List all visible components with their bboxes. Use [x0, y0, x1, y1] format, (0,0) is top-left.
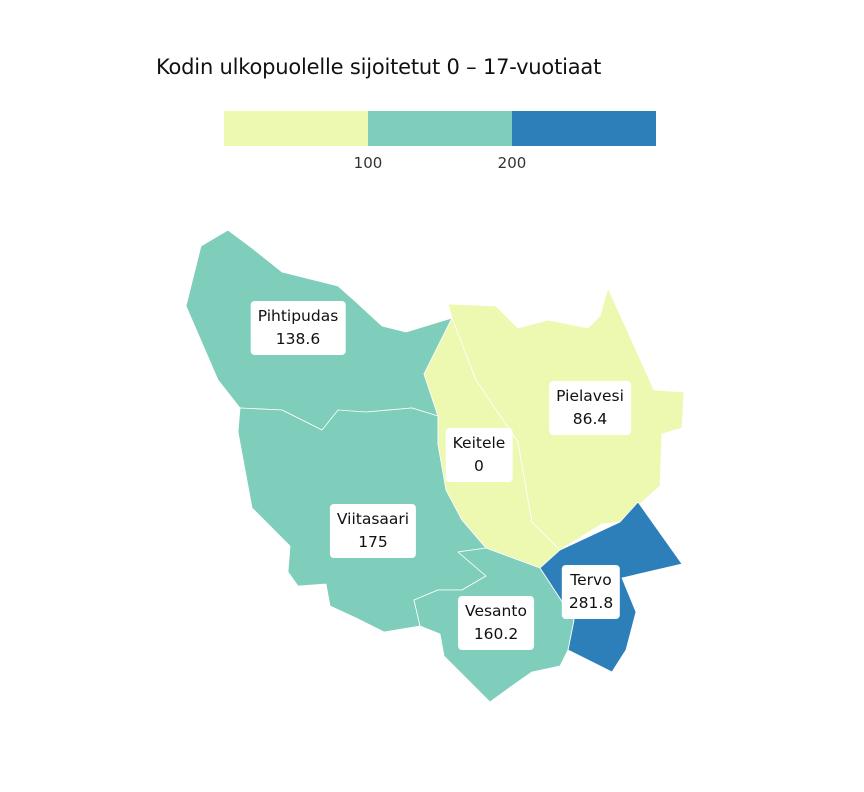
region-label-vesanto: Vesanto 160.2 — [458, 596, 534, 650]
region-name: Tervo — [570, 571, 612, 589]
region-name: Pielavesi — [556, 387, 624, 405]
region-name: Keitele — [452, 434, 506, 452]
page-title: Kodin ulkopuolelle sijoitetut 0 – 17-vuo… — [156, 55, 602, 79]
region-value: 86.4 — [572, 410, 608, 428]
region-label-keitele: Keitele 0 — [445, 428, 513, 482]
legend-swatch-high — [512, 111, 656, 146]
region-label-pielavesi: Pielavesi 86.4 — [549, 381, 631, 435]
region-value: 175 — [358, 533, 388, 551]
region-label-viitasaari: Viitasaari 175 — [329, 504, 417, 558]
region-label-pihtipudas: Pihtipudas 138.6 — [250, 301, 346, 355]
legend-tick-100: 100 — [353, 154, 383, 172]
region-name: Vesanto — [465, 602, 527, 620]
region-value: 138.6 — [275, 330, 321, 348]
region-value: 160.2 — [473, 625, 519, 643]
region-name: Pihtipudas — [257, 307, 339, 325]
legend-swatch-mid — [368, 111, 512, 146]
region-value: 281.8 — [568, 594, 614, 612]
region-name: Viitasaari — [336, 510, 410, 528]
legend-swatch-low — [224, 111, 368, 146]
region-value: 0 — [474, 457, 484, 475]
legend-tick-200: 200 — [497, 154, 527, 172]
color-legend — [224, 111, 656, 146]
region-label-tervo: Tervo 281.8 — [561, 565, 621, 619]
